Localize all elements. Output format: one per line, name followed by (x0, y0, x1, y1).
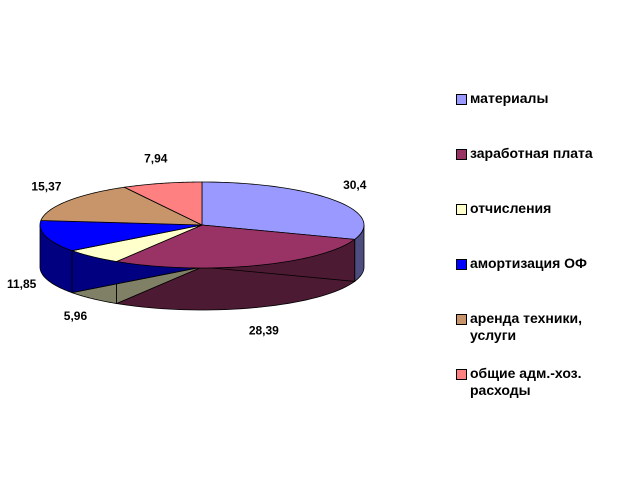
slice (115, 224, 356, 269)
slice (39, 220, 203, 252)
legend-label: заработная плата (470, 145, 593, 161)
data-label: 11,85 (7, 277, 37, 291)
data-label: 28,39 (249, 323, 279, 337)
legend-label: аренда техники, услуги (470, 310, 582, 343)
data-label: 7,94 (144, 151, 168, 165)
legend-label: амортизация ОФ (470, 255, 588, 271)
legend-label: отчисления (470, 200, 552, 216)
legend-swatch (456, 94, 467, 105)
legend-swatch (456, 149, 467, 160)
legend-label: общие адм.-хоз. расходы (470, 365, 582, 398)
data-label: 30,4 (343, 178, 367, 192)
legend-label: материалы (470, 90, 549, 106)
data-label: 5,96 (64, 309, 88, 323)
legend-swatch (456, 259, 467, 270)
data-label: 15,37 (31, 179, 61, 193)
legend-swatch (456, 204, 467, 215)
legend-swatch (456, 369, 467, 380)
slice (70, 224, 203, 262)
slice (40, 186, 203, 226)
legend-swatch (456, 314, 467, 325)
slice (201, 181, 365, 240)
slice (123, 181, 203, 226)
